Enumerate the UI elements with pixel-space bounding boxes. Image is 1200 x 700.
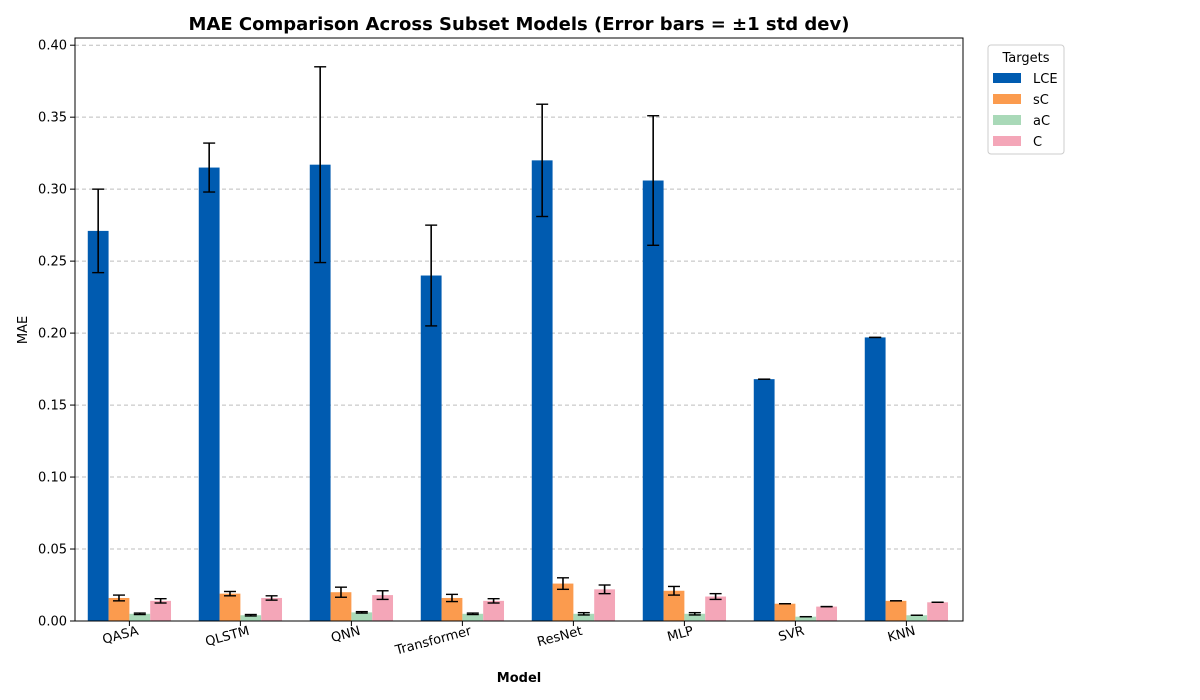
y-tick-label: 0.00 [38,615,67,630]
y-axis: 0.00 0.05 0.10 0.15 0.20 0.25 0.30 0.35 0.40 [38,39,75,630]
bar-C-QASA [150,600,172,621]
bar-aC-ResNet [573,613,595,621]
bar-aC-QNN [351,612,373,621]
bar-C-SVR [816,606,838,621]
legend: Targets LCE sC aC C [987,44,1065,155]
bar-sC-QNN [330,592,352,621]
bar-LCE-Transformer [420,275,442,621]
x-tick-label: QNN [330,624,363,646]
bar-C-Transformer [483,600,505,621]
legend-swatch-aC [993,115,1021,125]
legend-label-C: C [1033,135,1042,150]
bar-sC-QLSTM [219,593,241,621]
bar-aC-QASA [129,613,151,621]
legend-title: Targets [1002,51,1050,66]
bar-sC-KNN [885,600,907,621]
y-tick-label: 0.25 [38,255,67,270]
plot-frame [74,37,964,622]
bar-LCE-QNN [309,164,331,621]
x-axis-label: Model [497,671,541,686]
x-tick-label: Transformer [393,624,474,659]
bar-C-KNN [927,602,949,621]
chart-title: MAE Comparison Across Subset Models (Err… [189,14,850,35]
bar-aC-KNN [906,615,928,621]
bar-aC-SVR [795,616,817,621]
bar-aC-QLSTM [240,615,262,621]
bars [87,160,949,622]
error-bars [92,66,944,618]
bar-sC-ResNet [552,583,574,621]
bar-C-MLP [705,596,727,621]
y-tick-label: 0.30 [38,183,67,198]
bar-C-QNN [372,595,394,621]
bar-LCE-KNN [864,337,886,621]
bar-sC-QASA [108,597,130,621]
legend-label-LCE: LCE [1033,72,1058,87]
bar-C-QLSTM [261,597,283,621]
legend-frame [987,44,1065,155]
y-tick-label: 0.20 [38,327,67,342]
x-axis: QASA QLSTM QNN Transformer ResNet MLP SVR KNN [101,621,917,659]
bar-LCE-QASA [87,230,109,621]
y-axis-label: MAE [16,316,31,344]
bar-aC-MLP [684,613,706,621]
x-tick-label: QASA [101,624,140,648]
legend-items: LCE sC aC C [993,72,1058,150]
y-tick-label: 0.40 [38,39,67,54]
y-tick-label: 0.15 [38,399,67,414]
x-tick-label: SVR [777,624,806,645]
x-tick-label: MLP [666,624,695,645]
y-tick-label: 0.05 [38,543,67,558]
x-tick-label: ResNet [536,624,584,650]
x-tick-label: QLSTM [204,624,251,650]
bar-sC-SVR [774,603,796,621]
y-tick-label: 0.35 [38,111,67,126]
bar-LCE-SVR [753,379,775,621]
legend-label-aC: aC [1033,114,1050,129]
bar-LCE-MLP [642,180,664,621]
gridlines [75,44,963,550]
legend-swatch-C [993,136,1021,146]
legend-label-sC: sC [1033,93,1049,108]
bar-aC-Transformer [462,613,484,621]
x-tick-label: KNN [886,624,917,646]
bar-LCE-QLSTM [198,167,220,622]
bar-sC-Transformer [441,597,463,621]
bar-LCE-ResNet [531,160,553,621]
legend-swatch-LCE [993,73,1021,83]
bar-C-ResNet [594,589,616,621]
legend-swatch-sC [993,94,1021,104]
y-tick-label: 0.10 [38,471,67,486]
bar-sC-MLP [663,590,685,621]
